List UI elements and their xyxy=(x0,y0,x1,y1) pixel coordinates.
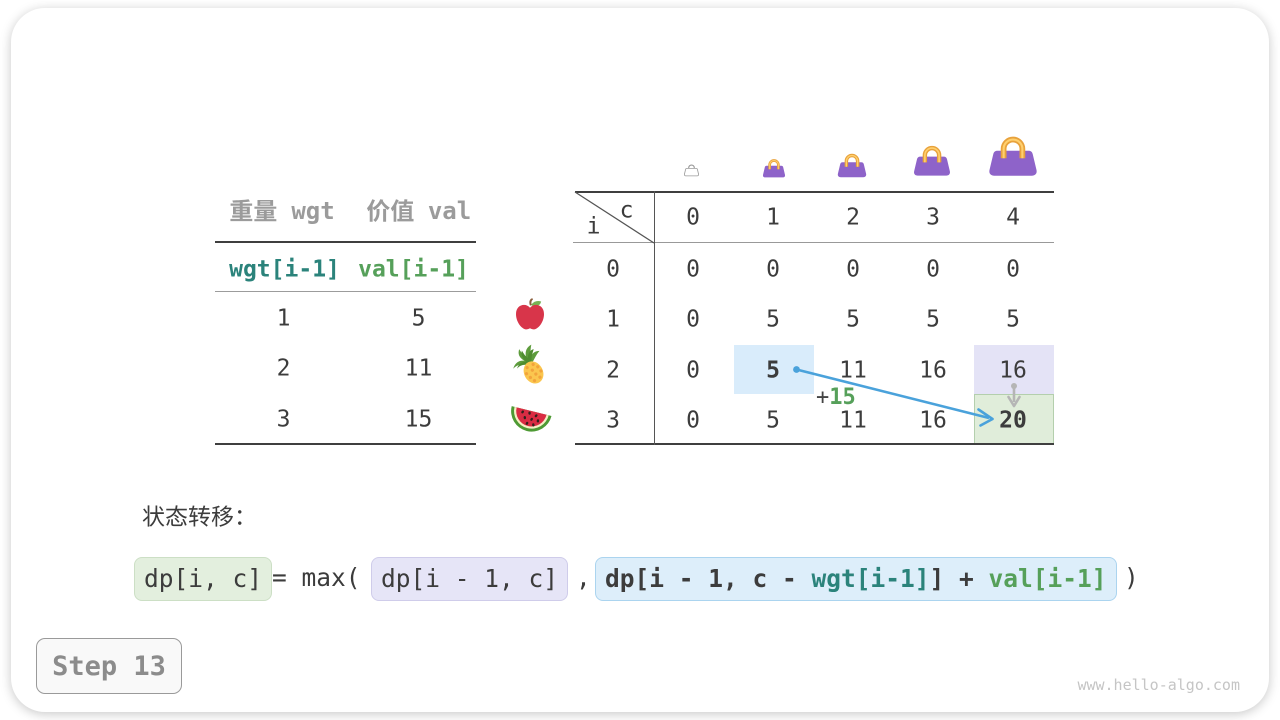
transition-source-arrow xyxy=(793,366,994,427)
dp-cell-1-3: 5 xyxy=(926,306,940,333)
transition-annotation: +15 xyxy=(816,387,856,409)
dp-col-header-2: 2 xyxy=(846,204,860,230)
carry-down-arrow xyxy=(1007,383,1021,408)
items-table-header-rule xyxy=(214,241,476,243)
bag-1-icon xyxy=(762,159,785,178)
state-transition-label xyxy=(142,505,242,527)
formula-option2-val: val[i-1] xyxy=(988,564,1107,593)
items-val-index-label: val[i-1] xyxy=(358,256,469,282)
item-icon-0 xyxy=(516,298,545,334)
item-weight-1: 2 xyxy=(276,355,291,381)
dp-cell-3-1: 5 xyxy=(766,407,780,434)
annotation-plus: + xyxy=(816,385,830,410)
dp-row-header-3: 3 xyxy=(606,407,620,434)
items-col2-header: val xyxy=(366,199,471,223)
item-weight-0: 1 xyxy=(276,305,291,332)
dp-col-header-0: 0 xyxy=(686,204,700,230)
dp-table-bottom-rule xyxy=(574,442,1054,445)
formula-option1-box: dp[i - 1, c] xyxy=(371,557,569,601)
transition-arrows xyxy=(793,366,1021,427)
bag-4-icon xyxy=(989,136,1037,176)
highlight-target-cell xyxy=(973,394,1054,445)
dp-cell-2-0: 0 xyxy=(686,357,700,383)
dp-table-vertical-rule xyxy=(653,190,655,445)
formula-equals-max: = max( xyxy=(272,563,361,592)
dp-table-header-rule xyxy=(573,242,1054,243)
bag-0-icon xyxy=(683,164,700,177)
item-value-1: 11 xyxy=(404,355,433,381)
dp-cell-1-4: 5 xyxy=(1006,306,1020,333)
dp-col-header-1: 1 xyxy=(766,204,780,230)
bag-2-icon xyxy=(837,153,867,178)
items-table-bottom-rule xyxy=(214,442,476,445)
dp-cell-1-0: 0 xyxy=(686,306,700,333)
dp-col-header-4: 4 xyxy=(1006,204,1020,230)
item-icon-1 xyxy=(512,344,547,390)
dp-row-header-1: 1 xyxy=(606,306,620,333)
dp-cell-3-3: 16 xyxy=(919,407,947,434)
item-weight-2: 3 xyxy=(276,406,291,433)
step-badge-label: Step 13 xyxy=(52,650,166,682)
items-col1-header: wgt xyxy=(229,197,335,225)
formula-close-paren: ) xyxy=(1124,563,1139,592)
bag-capacity-1 xyxy=(762,157,786,182)
formula-option2-mid: ] + xyxy=(929,564,989,593)
dp-cell-0-3: 0 xyxy=(926,256,940,282)
item-value-2: 15 xyxy=(404,406,433,433)
watermelon-icon xyxy=(511,405,552,432)
bag-capacity-4 xyxy=(988,132,1038,181)
dp-cell-2-4: 16 xyxy=(999,357,1027,383)
dp-col-header-3: 3 xyxy=(926,204,940,230)
items-wgt-index-label: wgt[i-1] xyxy=(229,256,340,282)
dp-cell-3-4: 20 xyxy=(999,407,1027,434)
dp-corner-row-label: i xyxy=(586,213,601,240)
item-value-0: 5 xyxy=(411,305,426,332)
formula-option2-prefix: dp[i - 1, c - xyxy=(605,564,812,593)
dp-cell-3-0: 0 xyxy=(686,407,700,434)
dp-cell-2-3: 16 xyxy=(919,357,947,383)
dp-cell-1-1: 5 xyxy=(766,306,780,333)
dp-cell-2-2: 11 xyxy=(839,357,867,383)
formula-option2-wgt: wgt[i-1] xyxy=(811,564,930,593)
dp-cell-0-4: 0 xyxy=(1006,256,1020,282)
apple-icon xyxy=(516,298,544,330)
dp-cell-1-2: 5 xyxy=(846,306,860,333)
dp-cell-0-0: 0 xyxy=(686,256,700,282)
dp-cell-0-2: 0 xyxy=(846,256,860,282)
weight-latin-label: wgt xyxy=(291,197,335,225)
pineapple-icon xyxy=(512,344,543,384)
formula-lhs-box: dp[i, c] xyxy=(134,557,273,601)
figure-card xyxy=(11,8,1269,712)
watermark: www.hello-algo.com xyxy=(1077,676,1240,694)
dp-cell-3-2: 11 xyxy=(839,407,867,434)
dp-row-header-2: 2 xyxy=(606,357,620,383)
dp-table-top-rule xyxy=(574,190,1054,193)
formula-comma: , xyxy=(576,563,591,592)
bag-capacity-2 xyxy=(837,151,867,182)
bag-3-icon xyxy=(914,145,950,176)
dp-corner-col-label: c xyxy=(619,197,634,223)
formula-option2-box: dp[i - 1, c - wgt[i-1]] + val[i-1] xyxy=(595,557,1117,601)
annotation-value: 15 xyxy=(829,385,856,410)
bag-capacity-0 xyxy=(683,162,700,181)
item-icon-2 xyxy=(509,402,553,437)
bag-capacity-3 xyxy=(913,142,951,181)
dp-cell-2-1: 5 xyxy=(766,357,780,383)
dp-row-header-0: 0 xyxy=(606,256,620,282)
dp-cell-0-1: 0 xyxy=(766,256,780,282)
dp-corner-diagonal xyxy=(574,191,655,244)
value-latin-label: val xyxy=(427,197,472,225)
weight-cjk-label xyxy=(230,199,277,222)
value-cjk-label xyxy=(366,199,414,222)
items-table-index-rule xyxy=(214,290,476,292)
step-badge: Step 13 xyxy=(36,638,182,694)
